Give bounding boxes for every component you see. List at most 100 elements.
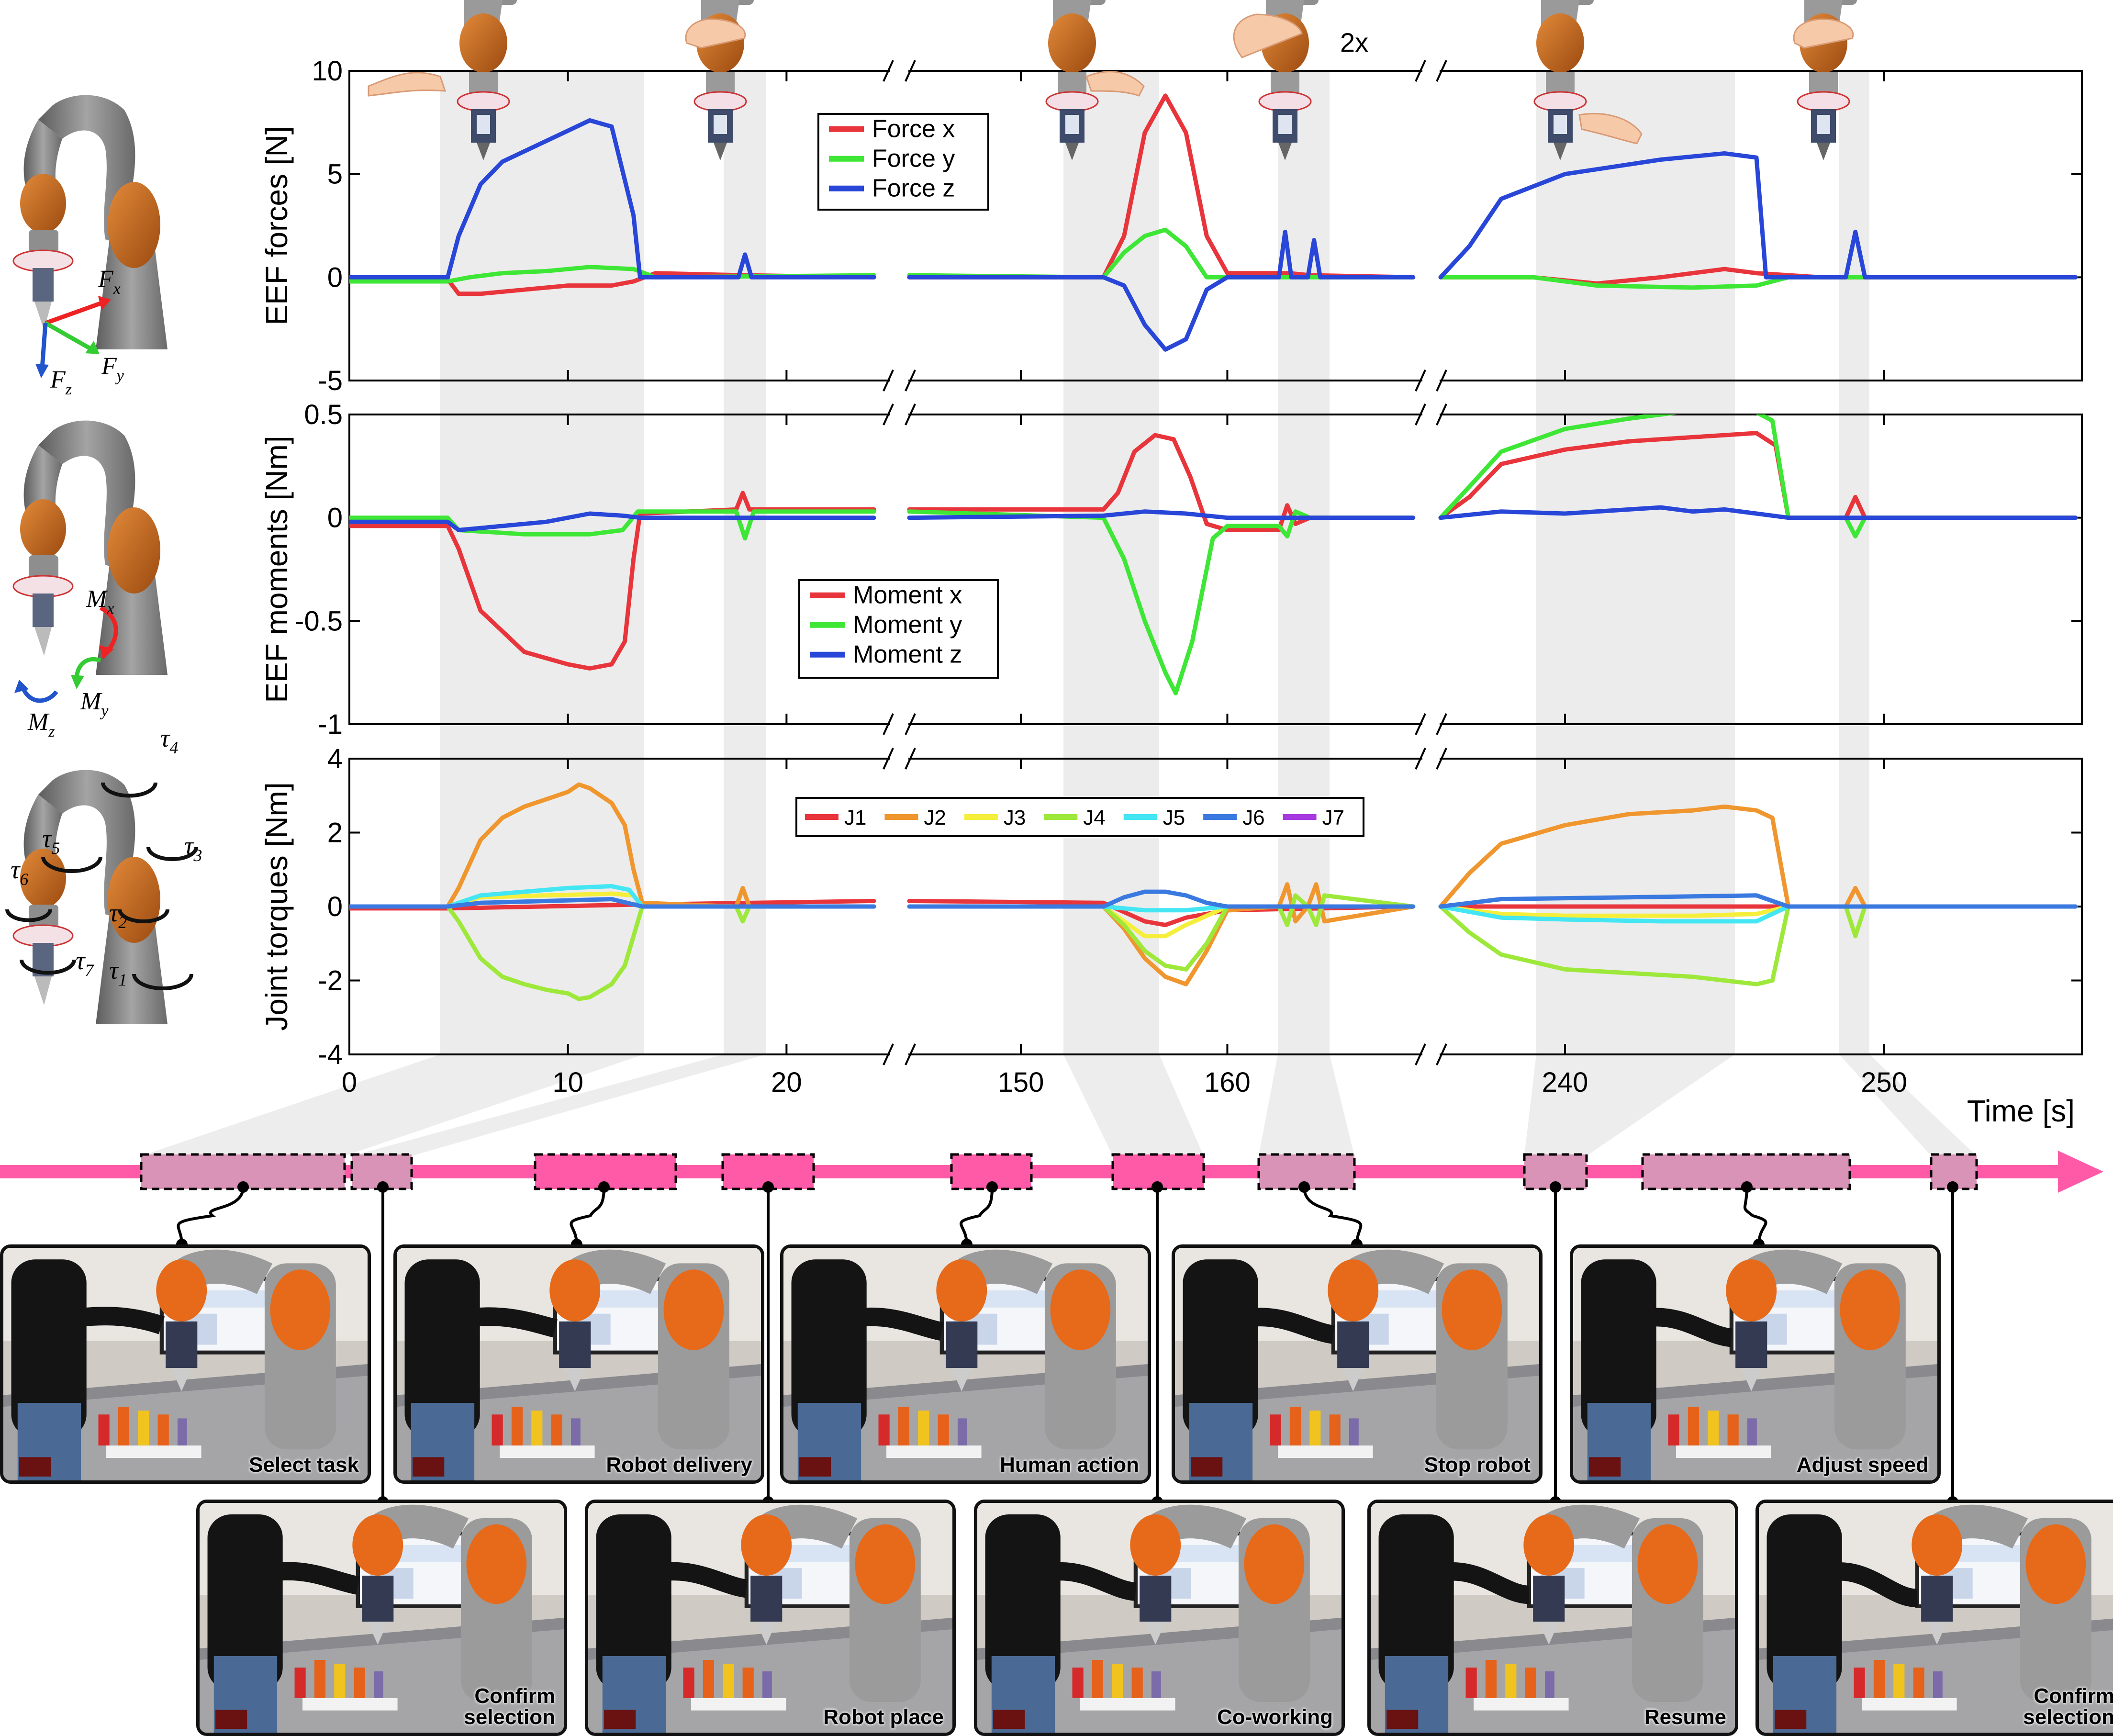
- mz-label: Mz: [27, 708, 55, 740]
- scene-illustration: [397, 1248, 761, 1480]
- legend-entry: J5: [1163, 806, 1185, 829]
- connector-line: [177, 1187, 245, 1245]
- joint-rotation-arrow-icon: [41, 856, 102, 873]
- hand-touch-gripper-icon: [368, 72, 447, 97]
- axis-break-mark: [883, 403, 894, 426]
- joint-rotation-arrow-icon: [5, 909, 52, 922]
- axis-break-gap: [890, 412, 908, 417]
- scene-illustration: [977, 1503, 1342, 1733]
- axis-break-mark: [1415, 1043, 1426, 1065]
- hand-touch-gripper-icon: [1578, 112, 1643, 145]
- scene-illustration: [1573, 1248, 1937, 1480]
- legend-entry: Force x: [872, 115, 955, 143]
- axis-break-gap: [1422, 378, 1440, 383]
- axis-break-mark: [905, 748, 916, 770]
- scene-illustration: [1759, 1503, 2113, 1733]
- scene-illustration: [200, 1503, 564, 1733]
- tau-label-3: τ3: [184, 831, 202, 865]
- axis-break-mark: [1415, 713, 1426, 735]
- axis-break-gap: [1422, 756, 1440, 762]
- axis-break-mark: [1436, 60, 1447, 82]
- photo-bottom-1: Confirm selection: [196, 1500, 567, 1736]
- legend-entry: Force z: [872, 174, 955, 202]
- gesture-touch-3: [1045, 0, 1145, 160]
- photo-bottom-4: Resume: [1367, 1500, 1738, 1736]
- fy-label: Fy: [101, 353, 124, 385]
- connector-line: [1303, 1187, 1363, 1245]
- robot-arm-joint-torque-icon: [12, 770, 168, 1024]
- legend-joints: J1 J2 J3 J4 J5 J6 J7: [795, 797, 1364, 837]
- y-tick-label: 5: [327, 159, 343, 190]
- photo-bottom-5: Confirm selection: [1755, 1500, 2113, 1736]
- axis-break-gap: [1422, 412, 1440, 417]
- legend-entry: J2: [924, 806, 946, 829]
- zoom-connector: [1524, 1054, 1735, 1156]
- zoom-connector: [141, 1054, 644, 1156]
- series-line-force-z: [349, 118, 2078, 352]
- mx-label: Mx: [86, 585, 114, 617]
- axis-break-gap: [1422, 1052, 1440, 1057]
- annotation-2x: 2x: [1340, 27, 1368, 57]
- zoom-connector: [1259, 1054, 1354, 1156]
- legend-entry: J1: [844, 806, 866, 829]
- axis-break-gap: [1422, 721, 1440, 727]
- robot-arm-force-frame-icon: [12, 95, 168, 349]
- photo-bottom-3: Co-working: [974, 1500, 1345, 1736]
- joint-rotation-arrow-icon: [20, 959, 76, 975]
- hand-touch-gripper-icon: [1233, 13, 1303, 58]
- photo-caption: Stop robot: [1424, 1453, 1531, 1477]
- x-tick-label: 20: [771, 1067, 802, 1098]
- chart-panel-2: 0.5 0 -0.5 -1 EEF moments [Nm]: [259, 399, 2083, 740]
- legend-entry: Moment z: [853, 640, 962, 668]
- fz-label: Fz: [50, 366, 72, 398]
- y-tick-label: 10: [312, 56, 343, 87]
- photo-caption: Robot place: [823, 1705, 944, 1729]
- gesture-touch-4: [1233, 0, 1319, 160]
- legend-entry: Moment y: [853, 611, 962, 638]
- scene-illustration: [1175, 1248, 1539, 1480]
- timeline-arrowhead-icon: [2058, 1151, 2103, 1193]
- connector-line: [1743, 1187, 1767, 1245]
- y-tick-label: 0: [327, 503, 343, 534]
- axis-break-gap: [1422, 68, 1440, 74]
- joint-rotation-arrow-icon: [118, 909, 169, 923]
- axis-break-gap: [890, 68, 908, 74]
- zoom-connectors: [141, 1054, 1977, 1156]
- photo-top-5: Adjust speed: [1570, 1244, 1941, 1484]
- series-line-j6: [349, 889, 2078, 909]
- joint-rotation-arrow-icon: [132, 974, 193, 990]
- y-axis-label: EEF forces [N]: [259, 126, 294, 325]
- photo-caption: Robot delivery: [606, 1453, 752, 1477]
- tau-label-4: τ4: [160, 724, 178, 757]
- fz-arrow-icon: [40, 323, 48, 369]
- fx-arrow-icon: [45, 300, 104, 325]
- x-tick-label: 160: [1204, 1067, 1251, 1098]
- axis-break-mark: [1436, 370, 1447, 392]
- legend-entry: J3: [1004, 806, 1026, 829]
- gesture-touch-5: [1533, 0, 1643, 160]
- x-axis-label: Time [s]: [1967, 1094, 2075, 1128]
- y-tick-label: 4: [327, 743, 343, 774]
- zoom-connector: [352, 1054, 766, 1156]
- hand-touch-gripper-icon: [1793, 18, 1854, 49]
- axes-frame: [348, 70, 2083, 381]
- connector-line: [960, 1187, 994, 1245]
- hand-touch-gripper-icon: [685, 18, 746, 49]
- axes-frame: [348, 414, 2083, 725]
- zoom-connector: [1839, 1054, 1977, 1156]
- photo-caption: Confirm selection: [464, 1684, 555, 1729]
- legend-entry: Moment x: [853, 581, 962, 609]
- gesture-touch-6: [1793, 0, 1857, 160]
- photo-caption: Adjust speed: [1796, 1453, 1929, 1477]
- photo-caption: Select task: [249, 1453, 359, 1477]
- gesture-touch-2: [685, 0, 754, 160]
- scene-illustration: [1371, 1503, 1735, 1733]
- photo-top-2: Robot delivery: [393, 1244, 764, 1484]
- legend-entry: J7: [1322, 806, 1344, 829]
- plots: 10 5 0 -5 EEF forces [N] 0.5 0 -0.5 -1 EEF moment…: [259, 56, 2083, 1128]
- y-tick-label: 0: [327, 262, 343, 293]
- y-axis-label: EEF moments [Nm]: [259, 436, 294, 703]
- x-tick-label: 10: [552, 1067, 583, 1098]
